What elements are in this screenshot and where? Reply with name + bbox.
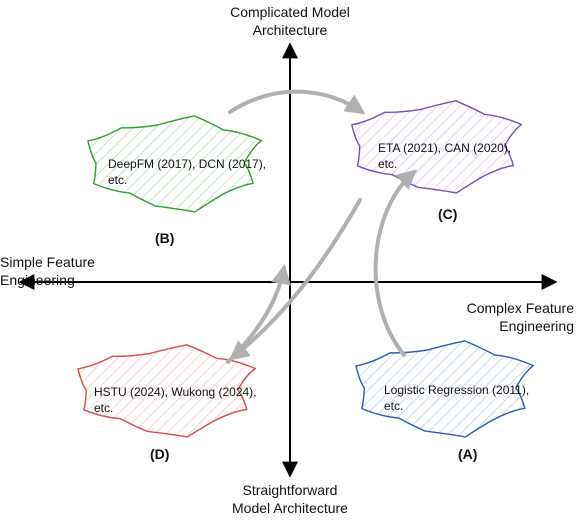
quadrant-label-a: (A) (458, 446, 477, 462)
cloud-text-c: ETA (2021), CAN (2020),etc. (378, 140, 511, 172)
cloud-text-a: Logistic Regression (2011),etc. (384, 382, 529, 414)
quadrant-label-d: (D) (150, 446, 169, 462)
axis-bottom-label: StraightforwardModel Architecture (200, 482, 380, 517)
cloud-text-b: DeepFM (2017), DCN (2017),etc. (108, 156, 266, 188)
quadrant-label-b: (B) (155, 230, 174, 246)
axis-top-label: Complicated ModelArchitecture (200, 4, 380, 39)
axis-right-label: Complex FeatureEngineering (456, 300, 574, 335)
transition-arrow-B-to-C (230, 92, 362, 112)
cloud-text-d: HSTU (2024), Wukong (2024),etc. (94, 384, 257, 416)
transition-arrow-A-to-C (376, 172, 414, 355)
quadrant-label-c: (C) (438, 206, 457, 222)
axis-left-label: Simple FeatureEngineering (0, 254, 110, 289)
